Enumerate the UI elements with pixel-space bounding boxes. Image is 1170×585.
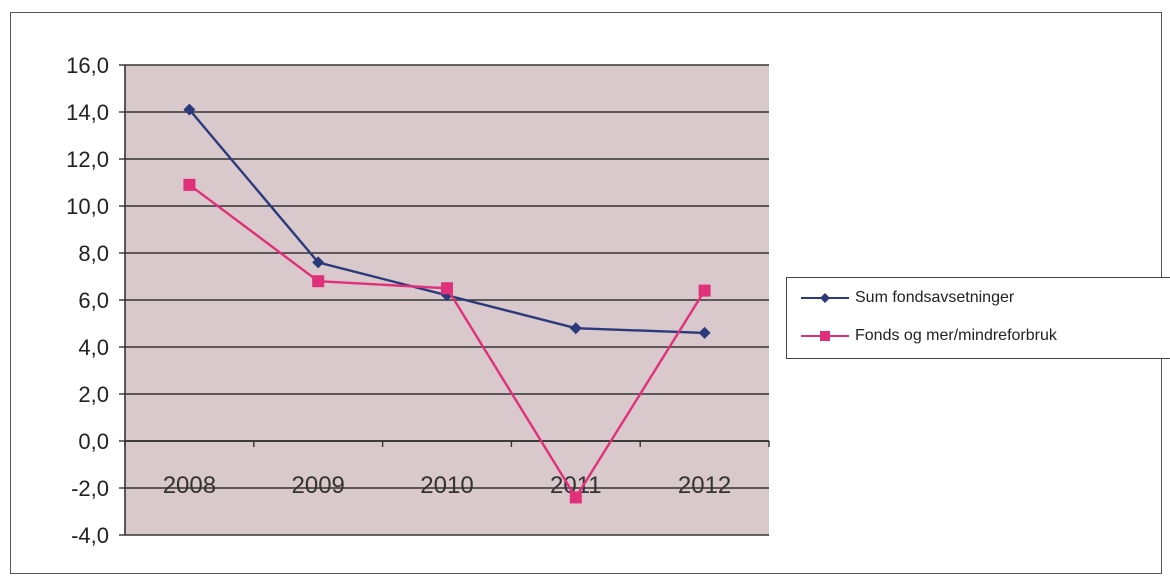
y-tick-label: 0,0 xyxy=(78,429,109,454)
legend-swatch-diamond-icon xyxy=(801,293,849,303)
y-tick-label: 4,0 xyxy=(78,335,109,360)
legend-swatch-square-icon xyxy=(801,331,849,341)
x-tick-label: 2010 xyxy=(420,472,473,499)
chart-frame: -4,0 -2,0 0,0 2,0 4,0 6,0 8,0 10,0 12,0 14,0 16,0 … xyxy=(10,12,1170,574)
legend-item-series-1: Sum fondsavsetninger xyxy=(801,286,1014,310)
x-tick-label: 2012 xyxy=(678,472,731,499)
data-point-square xyxy=(441,282,453,295)
data-point-square xyxy=(569,491,582,504)
data-point-diamond xyxy=(183,103,196,116)
y-tick-label: 8,0 xyxy=(78,241,109,266)
x-tick-label: 2009 xyxy=(292,472,345,499)
line-chart: -4,0-2,00,02,04,06,08,010,012,014,016,0 … xyxy=(66,53,770,548)
data-point-diamond xyxy=(569,322,582,335)
y-tick-label: 10,0 xyxy=(66,194,109,219)
data-point-square xyxy=(698,284,711,297)
data-point-diamond xyxy=(312,256,325,269)
y-tick-label: 16,0 xyxy=(66,53,109,78)
data-point-square xyxy=(183,178,196,191)
y-tick-label: -2,0 xyxy=(71,476,109,501)
x-tick-label: 2008 xyxy=(163,472,216,499)
y-tick-label: -4,0 xyxy=(71,523,109,548)
legend-label-series-1: Sum fondsavsetninger xyxy=(855,289,1015,306)
y-tick-label: 2,0 xyxy=(78,382,109,407)
legend: Sum fondsavsetninger Fonds og mer/mindre… xyxy=(786,277,1170,359)
y-tick-label: 6,0 xyxy=(78,288,109,313)
legend-item-series-2: Fonds og mer/mindreforbruk xyxy=(801,324,1057,348)
data-point-diamond xyxy=(698,326,711,339)
y-tick-label: 14,0 xyxy=(66,100,109,125)
data-point-square xyxy=(312,275,325,288)
y-tick-label: 12,0 xyxy=(66,147,109,172)
legend-label-series-2: Fonds og mer/mindreforbruk xyxy=(855,327,1057,344)
